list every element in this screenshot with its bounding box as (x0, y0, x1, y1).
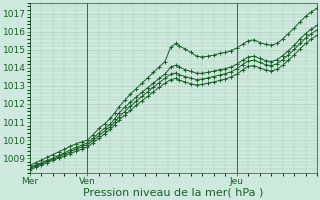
X-axis label: Pression niveau de la mer( hPa ): Pression niveau de la mer( hPa ) (84, 187, 264, 197)
